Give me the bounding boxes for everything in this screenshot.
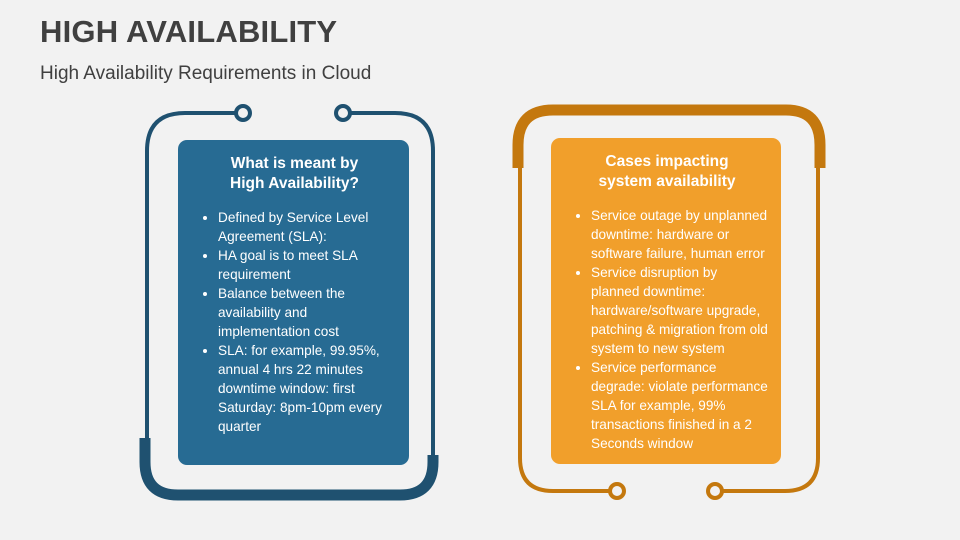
list-item: Service performance degrade: violate per… (591, 358, 769, 453)
card-high-availability-definition: What is meant by High Availability? Defi… (178, 140, 409, 465)
orange-frame (512, 104, 826, 500)
connector-circle (234, 104, 252, 122)
heading-line: What is meant by (230, 155, 359, 172)
list-item: Defined by Service Level Agreement (SLA)… (218, 208, 397, 246)
heading-line: Cases impacting (605, 153, 729, 170)
list-item: Service disruption by planned downtime: … (591, 263, 769, 358)
card-heading: Cases impacting system availability (565, 152, 769, 192)
heading-line: system availability (598, 173, 736, 190)
connector-circle (608, 482, 626, 500)
card-availability-impact-cases: Cases impacting system availability Serv… (551, 138, 781, 464)
page-title: HIGH AVAILABILITY (40, 14, 338, 49)
card-heading: What is meant by High Availability? (192, 154, 397, 194)
connector-circle (334, 104, 352, 122)
heading-line: High Availability? (230, 175, 359, 192)
list-item: SLA: for example, 99.95%, annual 4 hrs 2… (218, 341, 397, 436)
list-item: Service outage by unplanned downtime: ha… (591, 206, 769, 263)
list-item: Balance between the availability and imp… (218, 284, 397, 341)
connector-circle (706, 482, 724, 500)
blue-frame (139, 104, 439, 501)
list-item: HA goal is to meet SLA requirement (218, 246, 397, 284)
bullet-list: Defined by Service Level Agreement (SLA)… (192, 208, 397, 436)
page-subtitle: High Availability Requirements in Cloud (40, 63, 372, 84)
bullet-list: Service outage by unplanned downtime: ha… (565, 206, 769, 453)
